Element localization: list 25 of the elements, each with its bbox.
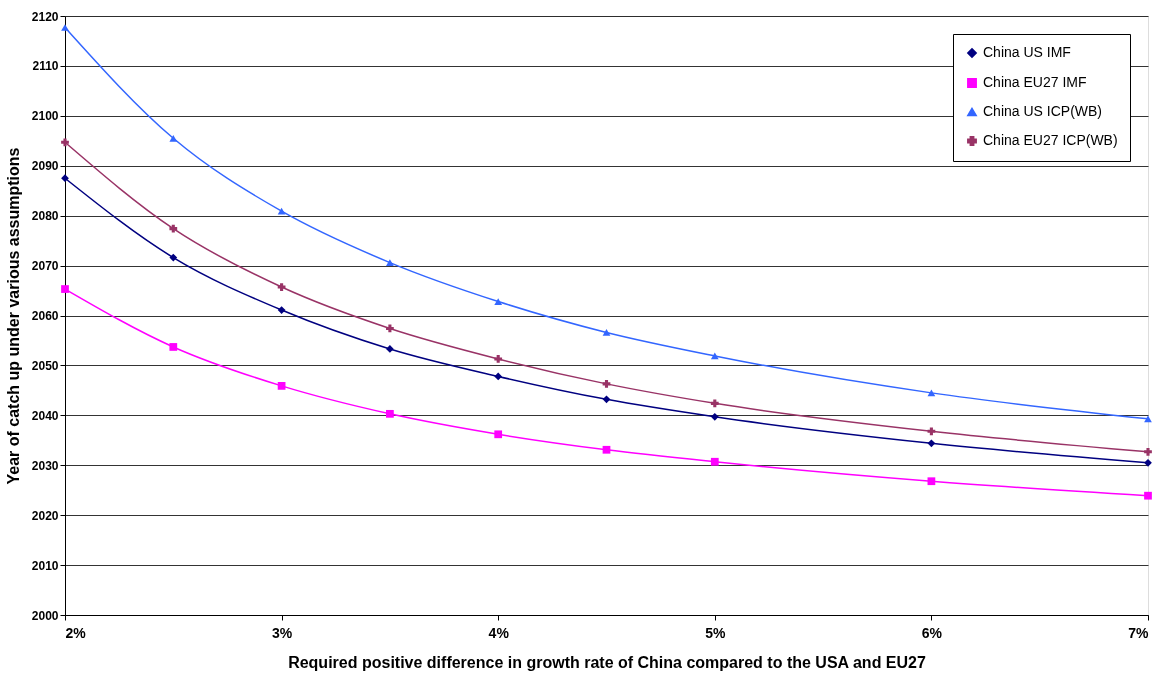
x-axis-title: Required positive difference in growth rate of China compared to the USA and EU27 (288, 653, 926, 671)
y-tick-label: 2060 (31, 309, 59, 323)
x-tick-label: 7% (1128, 624, 1150, 641)
y-axis-title: Year of catch up under various assumptions (4, 147, 22, 485)
x-tick-label: 6% (921, 624, 943, 641)
legend-label: China EU27 ICP(WB) (983, 132, 1118, 148)
legend-label: China US IMF (983, 44, 1071, 60)
y-tick-label: 2010 (31, 558, 59, 573)
y-tick-label: 2020 (31, 508, 59, 523)
x-tick-label: 2% (65, 624, 87, 641)
y-tick-label: 2040 (31, 408, 59, 423)
y-tick-label: 2030 (31, 458, 59, 473)
y-tick-label: 2090 (31, 159, 59, 174)
y-tick-label: 2120 (31, 9, 59, 24)
y-tick-label: 2110 (32, 59, 59, 74)
y-tick-label: 2070 (31, 259, 59, 274)
y-tick-label: 2100 (31, 109, 59, 124)
legend-label: China US ICP(WB) (983, 103, 1103, 119)
y-tick-label: 2000 (31, 608, 59, 623)
x-tick-label: 3% (271, 624, 293, 641)
x-tick-label: 5% (705, 624, 726, 641)
y-tick-label: 2080 (31, 209, 59, 224)
legend-label: China EU27 IMF (983, 74, 1087, 90)
y-tick-label: 2050 (31, 358, 59, 373)
x-tick-label: 4% (488, 624, 510, 641)
